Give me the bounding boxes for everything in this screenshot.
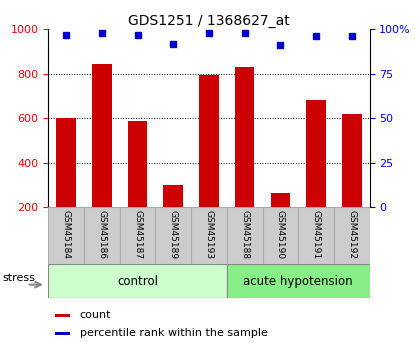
- Bar: [235, 67, 255, 207]
- Text: percentile rank within the sample: percentile rank within the sample: [80, 328, 268, 338]
- Bar: [227, 207, 262, 264]
- Text: GSM45186: GSM45186: [97, 210, 106, 259]
- Bar: [298, 207, 334, 264]
- Bar: [342, 114, 362, 207]
- Text: GSM45184: GSM45184: [62, 210, 71, 259]
- Bar: [56, 118, 76, 207]
- Text: count: count: [80, 310, 111, 320]
- Bar: [155, 207, 191, 264]
- Bar: [55, 332, 70, 335]
- Text: GSM45191: GSM45191: [312, 210, 320, 259]
- Bar: [84, 207, 120, 264]
- Text: control: control: [117, 275, 158, 288]
- Text: GSM45193: GSM45193: [205, 210, 213, 259]
- Text: GSM45189: GSM45189: [169, 210, 178, 259]
- Bar: [128, 121, 147, 207]
- Bar: [48, 264, 227, 298]
- Text: acute hypotension: acute hypotension: [243, 275, 353, 288]
- Text: GSM45188: GSM45188: [240, 210, 249, 259]
- Bar: [55, 314, 70, 317]
- Bar: [199, 75, 219, 207]
- Bar: [120, 207, 155, 264]
- Title: GDS1251 / 1368627_at: GDS1251 / 1368627_at: [128, 14, 290, 28]
- Text: GSM45192: GSM45192: [347, 210, 356, 259]
- Bar: [270, 193, 290, 207]
- Bar: [334, 207, 370, 264]
- Bar: [92, 64, 112, 207]
- Bar: [48, 207, 84, 264]
- Bar: [262, 207, 298, 264]
- Bar: [306, 100, 326, 207]
- Bar: [191, 207, 227, 264]
- Text: GSM45187: GSM45187: [133, 210, 142, 259]
- Text: GSM45190: GSM45190: [276, 210, 285, 259]
- Text: stress: stress: [3, 273, 35, 283]
- Bar: [163, 185, 183, 207]
- Bar: [227, 264, 370, 298]
